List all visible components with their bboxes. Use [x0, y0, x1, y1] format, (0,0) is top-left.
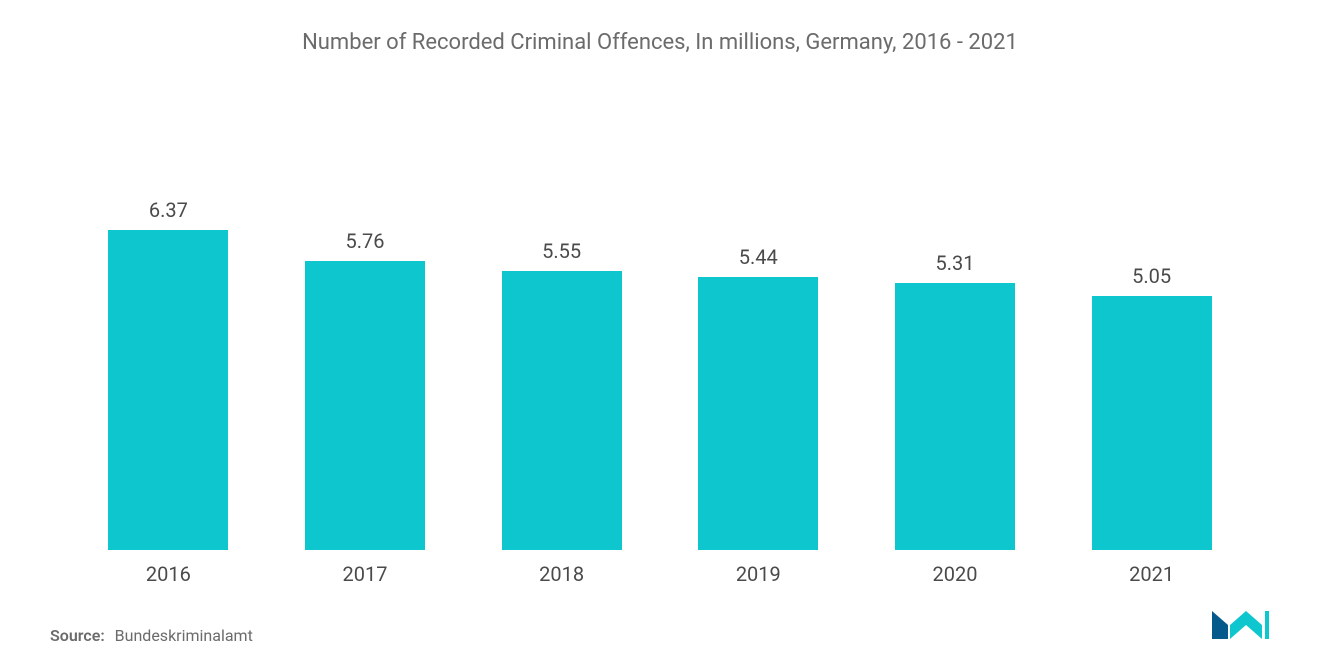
category-label: 2018	[487, 562, 637, 586]
value-label: 5.31	[935, 251, 974, 275]
bar-group: 5.44	[683, 245, 833, 550]
bar	[895, 283, 1015, 550]
bar-group: 5.31	[880, 251, 1030, 550]
value-label: 5.76	[345, 229, 384, 253]
bar	[1092, 296, 1212, 550]
category-label: 2016	[93, 562, 243, 586]
chart-title: Number of Recorded Criminal Offences, In…	[50, 30, 1270, 55]
source-text: Bundeskriminalamt	[115, 626, 253, 645]
bar-group: 5.05	[1077, 264, 1227, 550]
bar	[502, 271, 622, 550]
bar-group: 5.55	[487, 239, 637, 550]
bar-group: 6.37	[93, 198, 243, 550]
source-label: Source:	[50, 626, 105, 645]
value-label: 6.37	[149, 198, 188, 222]
bar-group: 5.76	[290, 229, 440, 550]
bar	[698, 277, 818, 550]
value-label: 5.44	[739, 245, 778, 269]
chart-plot-area: 6.37 5.76 5.55 5.44 5.31 5.05	[50, 105, 1270, 550]
category-label: 2017	[290, 562, 440, 586]
category-label: 2021	[1077, 562, 1227, 586]
value-label: 5.55	[542, 239, 581, 263]
category-axis: 2016 2017 2018 2019 2020 2021	[50, 550, 1270, 586]
bar	[305, 261, 425, 550]
brand-logo-icon	[1210, 605, 1270, 645]
category-label: 2020	[880, 562, 1030, 586]
bar	[108, 230, 228, 550]
source-attribution: Source: Bundeskriminalamt	[50, 626, 1270, 645]
category-label: 2019	[683, 562, 833, 586]
value-label: 5.05	[1132, 264, 1171, 288]
